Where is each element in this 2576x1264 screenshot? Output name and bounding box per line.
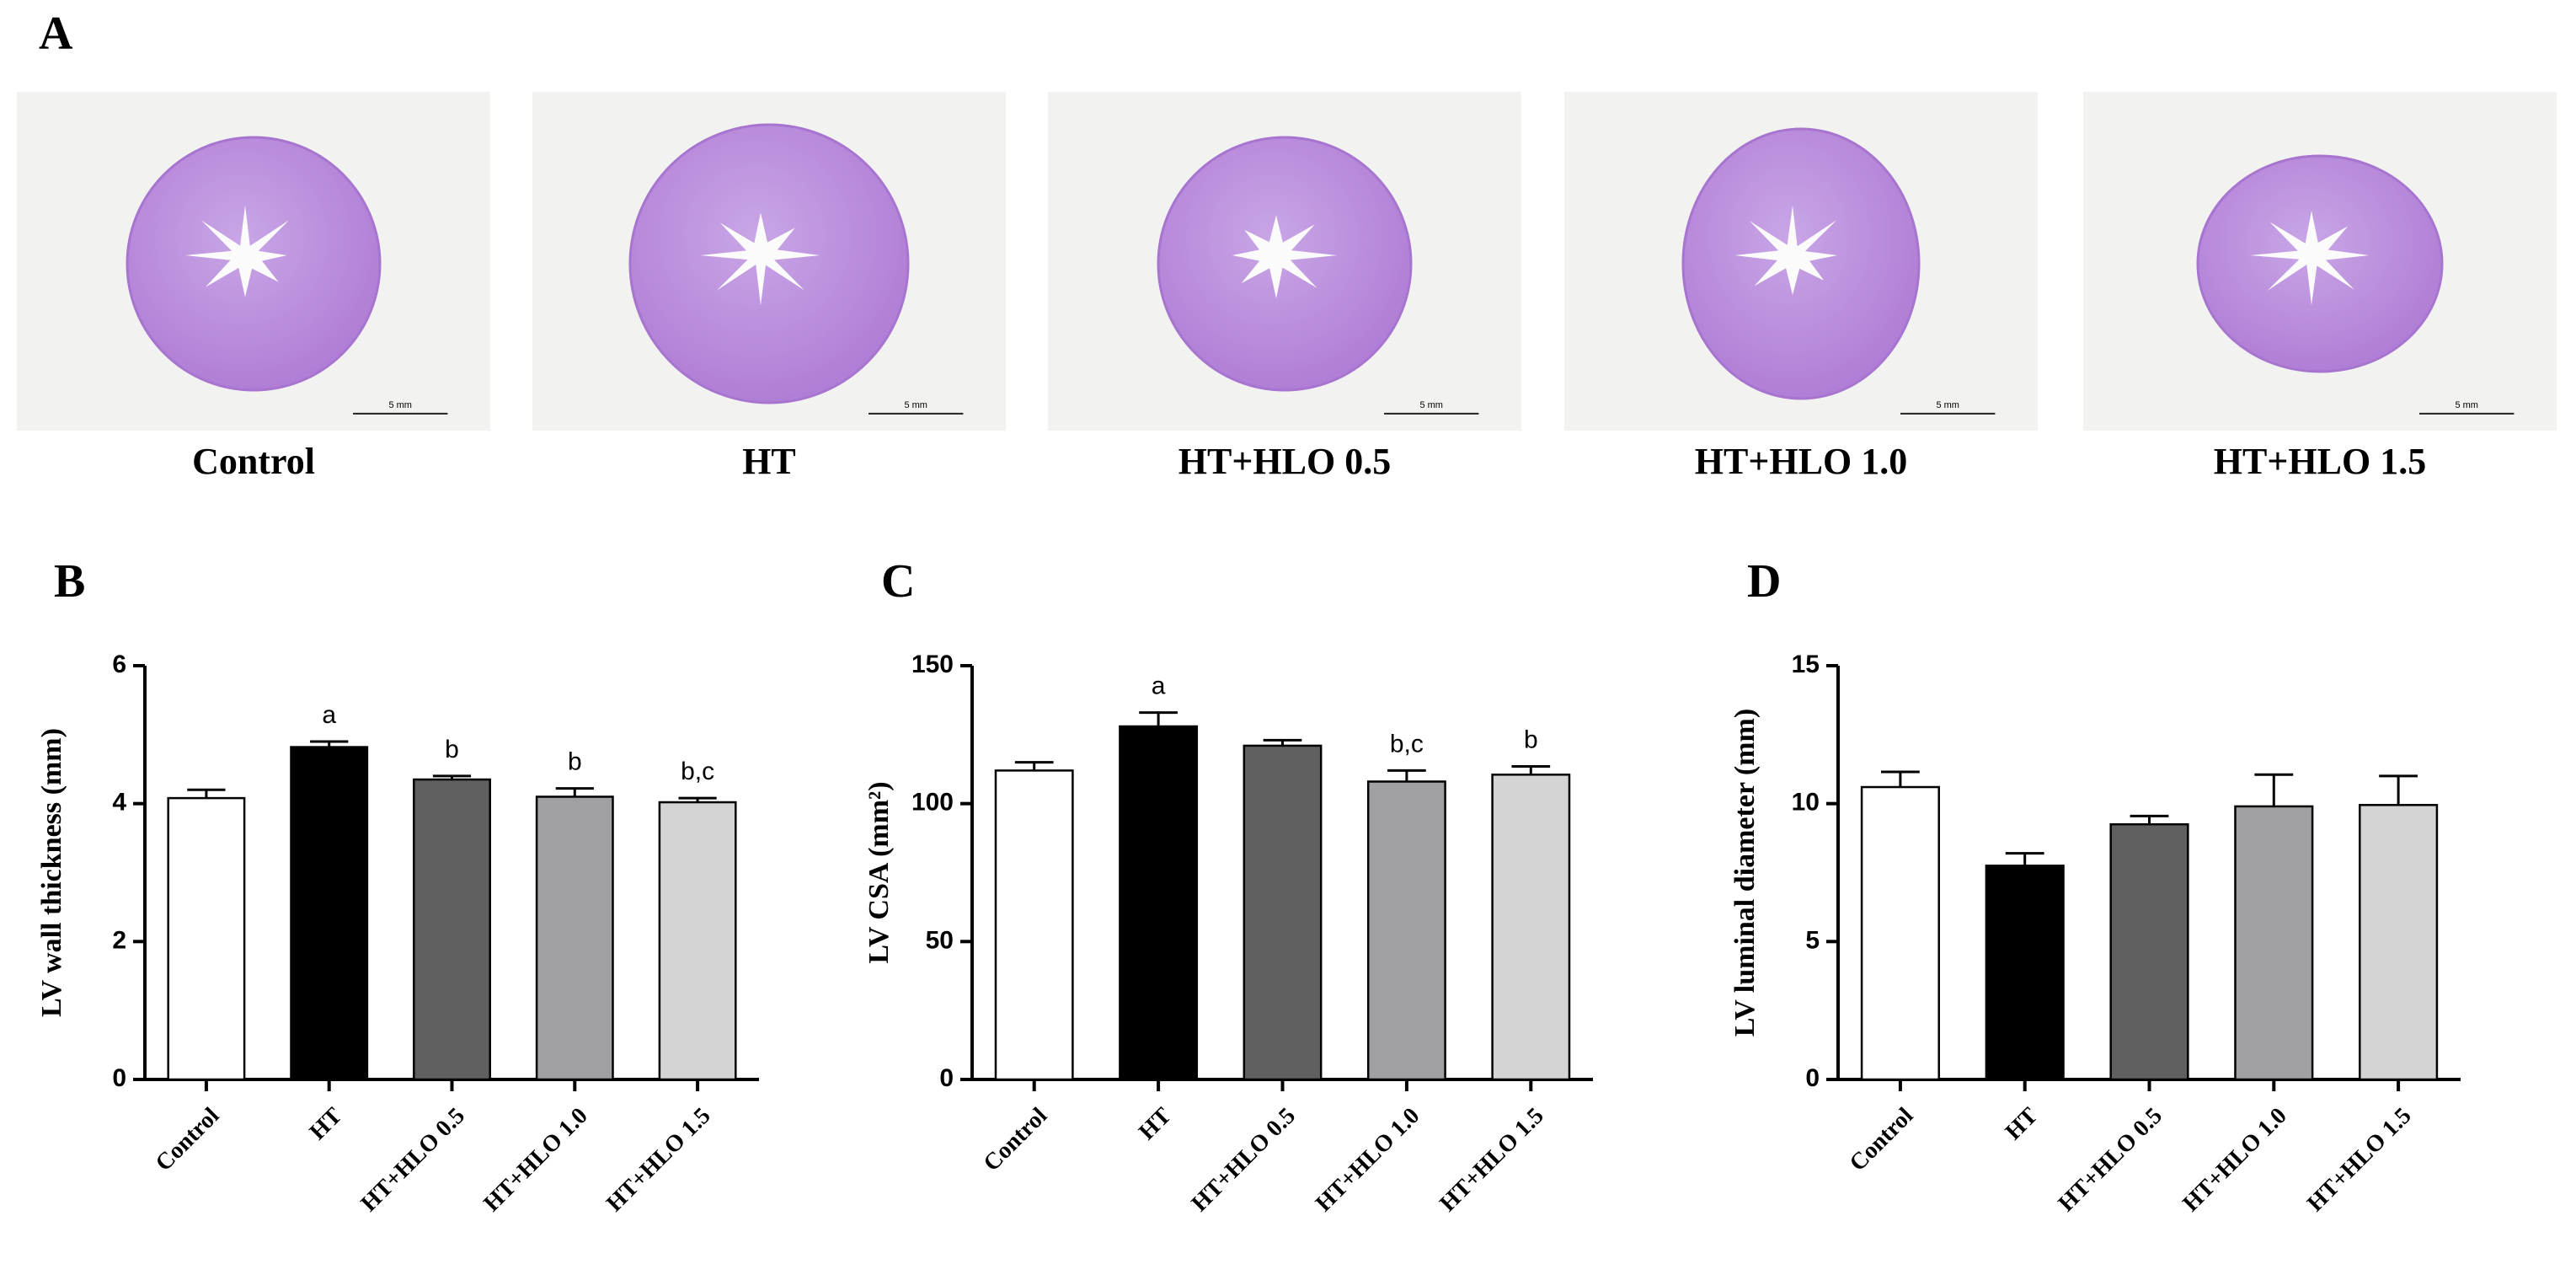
- lumen: [1232, 215, 1338, 299]
- x-tick-label: Control: [979, 1102, 1053, 1176]
- y-tick-label: 150: [911, 651, 954, 678]
- lumen: [700, 212, 820, 306]
- lumen: [185, 205, 290, 297]
- y-tick-label: 6: [112, 651, 126, 678]
- x-tick-label: HT+HLO 0.5: [355, 1103, 470, 1218]
- bar: [2109, 822, 2189, 1081]
- image-caption: HT: [742, 441, 796, 482]
- bar: [167, 796, 246, 1081]
- y-tick-label: 50: [926, 926, 954, 954]
- bar: [1366, 780, 1446, 1081]
- bar: [1985, 865, 2065, 1081]
- x-tick-label: Control: [151, 1102, 225, 1176]
- x-tick-label: HT+HLO 1.0: [1311, 1103, 1425, 1218]
- bar: [413, 778, 491, 1081]
- significance-label: b: [445, 736, 459, 763]
- scale-bar-label: 5 mm: [904, 400, 927, 410]
- y-tick-label: 100: [911, 789, 954, 817]
- y-tick-label: 15: [1792, 651, 1820, 678]
- x-tick-label: Control: [1845, 1102, 1919, 1176]
- significance-label: b,c: [1390, 730, 1424, 758]
- y-tick-label: 0: [1805, 1064, 1820, 1092]
- panel-label: C: [881, 555, 915, 608]
- bar: [658, 801, 737, 1081]
- bar: [1119, 725, 1199, 1081]
- scale-bar-label: 5 mm: [2455, 400, 2478, 410]
- bar: [2234, 805, 2314, 1081]
- significance-label: b: [568, 748, 582, 776]
- y-tick-label: 4: [112, 789, 126, 817]
- bar: [2359, 804, 2439, 1081]
- scale-bar-label: 5 mm: [388, 400, 412, 410]
- x-tick-label: HT: [305, 1102, 348, 1145]
- panel-label: A: [39, 8, 73, 60]
- bar: [1491, 774, 1571, 1081]
- x-tick-label: HT+HLO 0.5: [1186, 1103, 1301, 1218]
- bar: [290, 746, 369, 1081]
- image-caption: HT+HLO 0.5: [1178, 441, 1391, 482]
- bar: [535, 795, 614, 1081]
- x-tick-label: HT+HLO 0.5: [2053, 1103, 2167, 1218]
- x-tick-label: HT+HLO 1.5: [601, 1103, 716, 1218]
- x-tick-label: HT: [2001, 1102, 2044, 1145]
- y-axis-label: LV luminal diameter (mm): [1729, 709, 1761, 1036]
- y-axis-label: LV wall thickness (mm): [36, 728, 67, 1017]
- x-tick-label: HT+HLO 1.0: [2178, 1103, 2292, 1218]
- panel-label: B: [54, 555, 85, 608]
- lumen: [1734, 205, 1838, 295]
- bar: [1860, 785, 1940, 1081]
- y-tick-label: 5: [1805, 926, 1820, 954]
- y-tick-label: 10: [1792, 789, 1820, 817]
- significance-label: a: [322, 701, 336, 729]
- panel-label: D: [1747, 555, 1781, 608]
- y-tick-label: 0: [112, 1064, 126, 1092]
- significance-label: b: [1524, 726, 1538, 753]
- bar: [1243, 744, 1323, 1081]
- y-tick-label: 2: [112, 926, 126, 954]
- significance-label: b,c: [681, 758, 714, 785]
- significance-label: a: [1152, 672, 1166, 700]
- image-caption: HT+HLO 1.5: [2214, 441, 2426, 482]
- y-tick-label: 0: [939, 1064, 954, 1092]
- bar: [994, 769, 1074, 1081]
- image-caption: HT+HLO 1.0: [1695, 441, 1907, 482]
- x-tick-label: HT+HLO 1.5: [2302, 1103, 2417, 1218]
- scale-bar-label: 5 mm: [1419, 400, 1443, 410]
- x-tick-label: HT+HLO 1.0: [478, 1103, 593, 1218]
- x-tick-label: HT: [1134, 1102, 1177, 1145]
- y-axis-label: LV CSA (mm²): [863, 781, 895, 963]
- image-caption: Control: [192, 441, 315, 482]
- lumen: [2249, 211, 2370, 306]
- scale-bar-label: 5 mm: [1936, 400, 1959, 410]
- x-tick-label: HT+HLO 1.5: [1435, 1103, 1549, 1218]
